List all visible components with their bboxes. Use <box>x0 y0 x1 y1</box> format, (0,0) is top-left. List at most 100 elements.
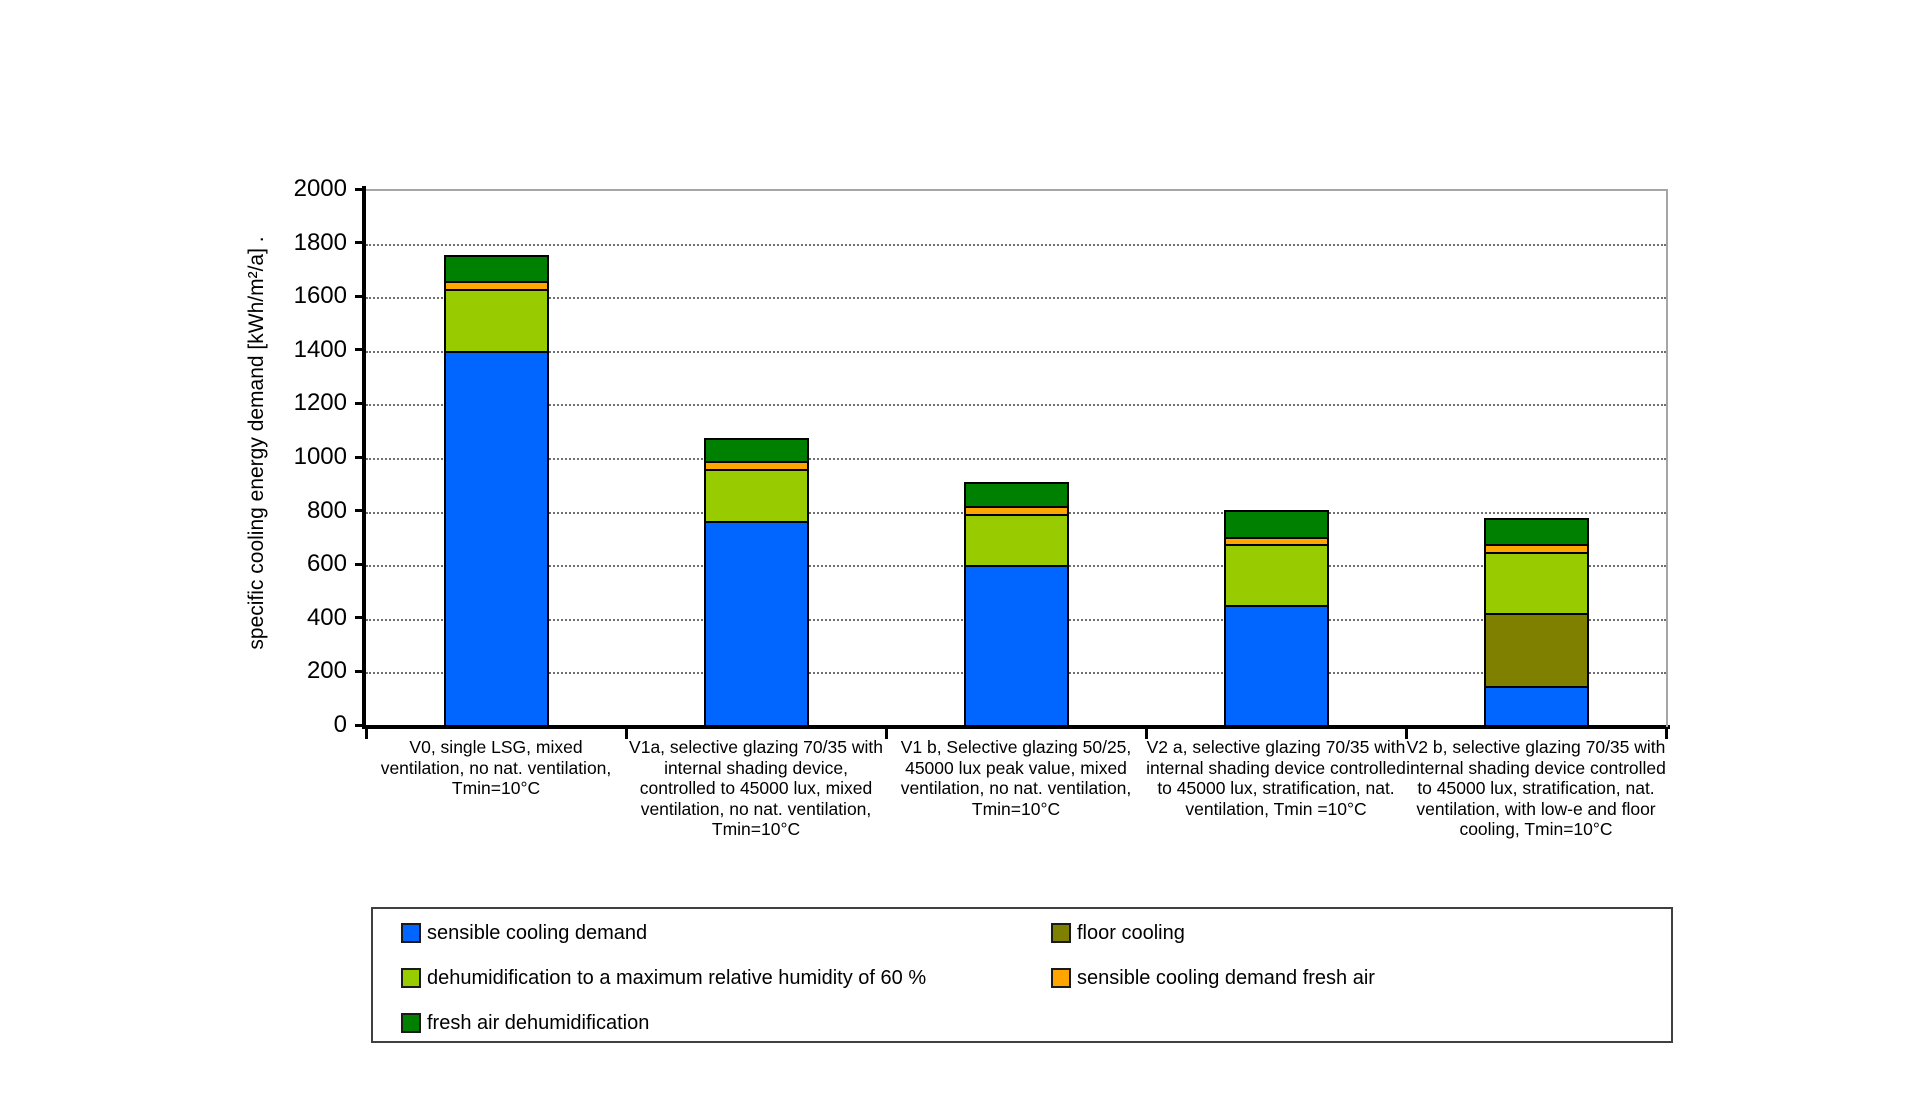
y-tick-mark-1800 <box>355 241 366 245</box>
bar-4-segment-1 <box>1484 614 1589 687</box>
y-tick-mark-600 <box>355 562 366 566</box>
legend-label: floor cooling <box>1077 922 1185 944</box>
y-tick-mark-1200 <box>355 401 366 405</box>
x-category-label-3: V2 a, selective glazing 70/35 with inter… <box>1146 737 1406 819</box>
bar-3-segment-3 <box>1224 538 1329 545</box>
legend-swatch-icon <box>401 923 421 943</box>
legend-swatch-icon <box>1051 923 1071 943</box>
legend-label: fresh air dehumidification <box>427 1012 650 1034</box>
bar-0-segment-4 <box>444 255 549 283</box>
bar-1-divider-2 <box>704 460 809 463</box>
legend-swatch-icon <box>1051 968 1071 988</box>
bar-1 <box>704 437 809 727</box>
legend-item-3: sensible cooling demand fresh air <box>1051 966 1375 990</box>
gridline-1200 <box>366 404 1666 407</box>
bar-4-divider-1 <box>1484 613 1589 616</box>
bar-3-divider-2 <box>1224 537 1329 540</box>
legend-label: dehumidification to a maximum relative h… <box>427 967 927 989</box>
bar-1-segment-4 <box>704 437 809 462</box>
x-category-label-4: V2 b, selective glazing 70/35 with inter… <box>1406 737 1666 839</box>
bar-2-divider-2 <box>964 506 1069 509</box>
bar-1-segment-3 <box>704 461 809 470</box>
gridline-1400 <box>366 350 1666 353</box>
y-tick-label-1200: 1200 <box>293 389 347 417</box>
bar-2-segment-3 <box>964 507 1069 516</box>
bar-0-divider-2 <box>444 281 549 284</box>
bar-3-divider-1 <box>1224 543 1329 546</box>
bar-1-divider-1 <box>704 468 809 471</box>
bar-2-segment-4 <box>964 481 1069 508</box>
bar-1-divider-0 <box>704 520 809 523</box>
bar-3-segment-2 <box>1224 544 1329 607</box>
bar-4 <box>1484 517 1589 727</box>
y-tick-label-1400: 1400 <box>293 335 347 363</box>
bar-4-segment-4 <box>1484 517 1589 545</box>
legend-item-1: floor cooling <box>1051 921 1185 945</box>
legend-label: sensible cooling demand <box>427 922 648 944</box>
bar-2-segment-2 <box>964 515 1069 567</box>
x-tick-mark-3 <box>1144 729 1148 739</box>
bar-3-divider-0 <box>1224 605 1329 608</box>
y-tick-mark-400 <box>355 616 366 620</box>
bar-4-segment-3 <box>1484 544 1589 553</box>
bar-4-outline <box>1484 518 1589 727</box>
y-tick-mark-800 <box>355 509 366 513</box>
y-tick-label-1000: 1000 <box>293 443 347 470</box>
bar-2 <box>964 481 1069 727</box>
bar-1-segment-2 <box>704 469 809 522</box>
legend-swatch-icon <box>401 968 421 988</box>
y-tick-label-0: 0 <box>333 711 347 738</box>
bar-4-segment-0 <box>1484 686 1589 727</box>
y-tick-mark-2000 <box>355 187 366 191</box>
bar-4-divider-2 <box>1484 551 1589 554</box>
legend-label: sensible cooling demand fresh air <box>1077 967 1375 989</box>
bar-0-divider-1 <box>444 289 549 292</box>
x-tick-mark-1 <box>624 729 628 739</box>
x-category-label-0: V0, single LSG, mixed ventilation, no na… <box>380 737 612 798</box>
bar-2-divider-0 <box>964 565 1069 568</box>
bar-4-divider-0 <box>1484 685 1589 688</box>
y-tick-label-1800: 1800 <box>293 228 347 256</box>
gridline-1800 <box>366 243 1666 246</box>
legend-box: sensible cooling demand dehumidification … <box>371 907 1673 1043</box>
bar-2-segment-0 <box>964 566 1069 727</box>
x-tick-mark-5 <box>1664 729 1668 739</box>
plot-area <box>366 189 1668 727</box>
legend-swatch-icon <box>401 1013 421 1033</box>
y-tick-label-400: 400 <box>306 603 347 631</box>
legend-item-0: sensible cooling demand <box>401 921 647 945</box>
bar-1-segment-0 <box>704 521 809 727</box>
bar-0-divider-0 <box>444 350 549 353</box>
bar-3 <box>1224 509 1329 727</box>
bar-3-outline <box>1224 510 1329 727</box>
y-tick-mark-1400 <box>355 348 366 352</box>
legend-item-4: fresh air dehumidification <box>401 1011 649 1035</box>
y-tick-label-200: 200 <box>306 657 347 685</box>
bar-3-segment-4 <box>1224 509 1329 539</box>
bar-0-segment-3 <box>444 282 549 291</box>
bar-4-divider-3 <box>1484 543 1589 546</box>
bar-2-divider-1 <box>964 514 1069 517</box>
x-axis-line <box>362 725 1670 729</box>
bar-4-segment-2 <box>1484 552 1589 615</box>
x-tick-mark-4 <box>1404 729 1408 739</box>
gridline-1600 <box>366 297 1666 300</box>
bar-2-outline <box>964 482 1069 727</box>
y-tick-label-1600: 1600 <box>293 282 347 310</box>
x-tick-mark-2 <box>884 729 888 739</box>
x-category-label-2: V1 b, Selective glazing 50/25, 45000 lux… <box>900 737 1132 819</box>
y-tick-label-2000: 2000 <box>293 175 347 202</box>
y-tick-label-600: 600 <box>306 550 347 578</box>
bar-3-segment-0 <box>1224 606 1329 727</box>
y-tick-mark-200 <box>355 669 366 673</box>
x-category-label-1: V1a, selective glazing 70/35 with intern… <box>629 737 883 839</box>
bar-0 <box>444 255 549 727</box>
bar-1-outline <box>704 438 809 727</box>
y-tick-mark-1600 <box>355 294 366 298</box>
y-tick-label-800: 800 <box>306 496 347 524</box>
legend-item-2: dehumidification to a maximum relative h… <box>401 966 926 990</box>
bar-0-segment-0 <box>444 351 549 727</box>
bar-0-outline <box>444 255 549 727</box>
y-tick-mark-0 <box>355 723 366 727</box>
